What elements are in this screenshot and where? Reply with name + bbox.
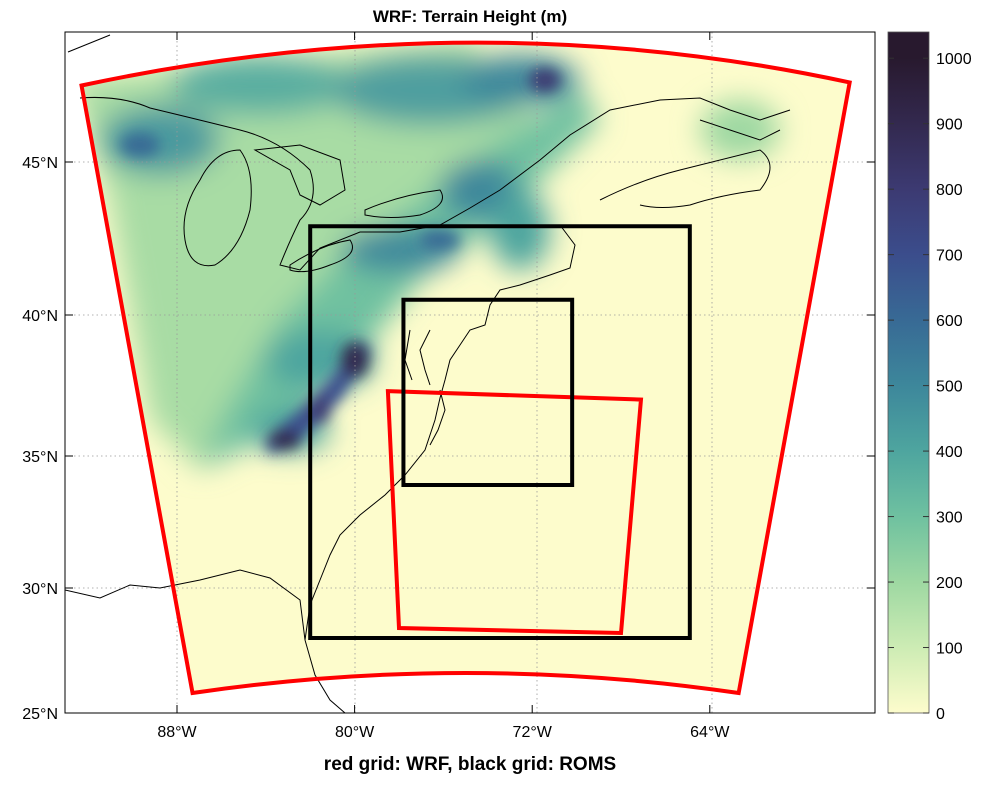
- colorbar-tick-label: 400: [936, 444, 963, 461]
- colorbar-tick-label: 200: [936, 575, 963, 592]
- y-tick-label: 45°N: [22, 155, 58, 172]
- terrain-field: [81, 42, 850, 694]
- colorbar-tick-label: 1000: [936, 51, 972, 68]
- colorbar: 0 100 200 300 400 500 600 700 800 900 1000: [887, 31, 972, 723]
- colorbar-tick-label: 300: [936, 510, 963, 527]
- x-tick-label: 64°W: [690, 724, 730, 741]
- x-tick-label: 80°W: [335, 724, 375, 741]
- grid-domains: [79, 40, 852, 696]
- domain-wrf-outer: [79, 40, 852, 696]
- colorbar-tick-label: 900: [936, 117, 963, 134]
- x-tick-label: 88°W: [157, 724, 197, 741]
- colorbar-tick-label: 800: [936, 182, 963, 199]
- colorbar-tick-label: 500: [936, 379, 963, 396]
- domain-roms-inner: [401, 297, 575, 488]
- y-ticks: 25°N 30°N 35°N 40°N 45°N: [22, 155, 875, 723]
- y-tick-label: 25°N: [22, 706, 58, 723]
- domain-wrf-inner: [385, 389, 644, 636]
- y-tick-label: 35°N: [22, 449, 58, 466]
- y-tick-label: 30°N: [22, 581, 58, 598]
- map-axes: [65, 32, 875, 713]
- colorbar-tick-label: 600: [936, 313, 963, 330]
- colorbar-tick-label: 0: [936, 706, 945, 723]
- colorbar-tick-label: 700: [936, 248, 963, 265]
- y-tick-label: 40°N: [22, 308, 58, 325]
- x-ticks: 88°W 80°W 72°W 64°W: [157, 32, 730, 741]
- x-tick-label: 72°W: [513, 724, 553, 741]
- x-axis-label: red grid: WRF, black grid: ROMS: [324, 754, 616, 775]
- colorbar-tick-label: 100: [936, 641, 963, 658]
- domain-roms-outer: [308, 224, 692, 640]
- map-title: WRF: Terrain Height (m): [373, 7, 567, 26]
- map-axes-frame: [64, 31, 876, 714]
